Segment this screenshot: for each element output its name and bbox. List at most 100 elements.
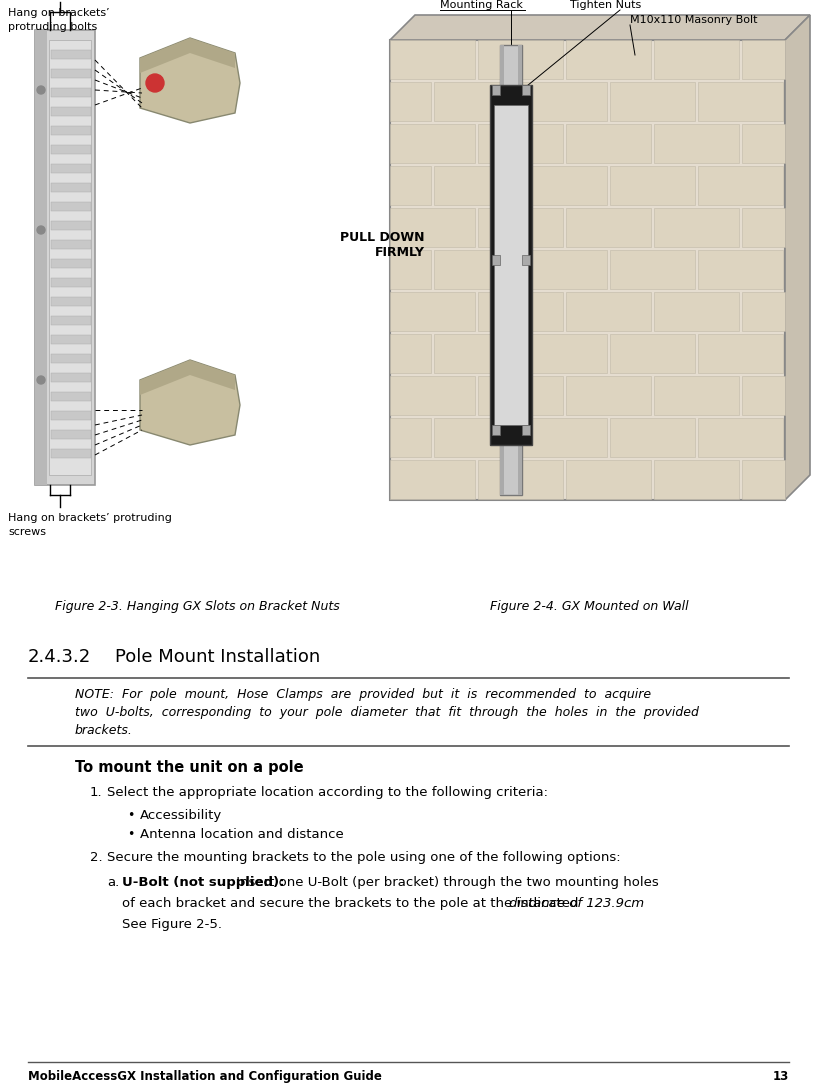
Circle shape — [37, 86, 45, 94]
Bar — [434, 166, 519, 205]
Text: Tighten Nuts: Tighten Nuts — [570, 0, 641, 10]
Bar — [742, 376, 785, 415]
Bar — [390, 292, 475, 331]
Bar — [654, 460, 739, 499]
Bar — [390, 460, 475, 499]
Text: Select the appropriate location according to the following criteria:: Select the appropriate location accordin… — [107, 786, 548, 799]
Bar — [698, 166, 783, 205]
Bar — [51, 183, 91, 192]
Bar — [51, 316, 91, 325]
Bar — [51, 373, 91, 382]
Bar — [35, 30, 95, 485]
Bar — [566, 123, 651, 164]
Bar — [654, 208, 739, 247]
Circle shape — [37, 226, 45, 234]
Bar — [51, 164, 91, 173]
Bar — [390, 208, 475, 247]
Text: of each bracket and secure the brackets to the pole at the indicated: of each bracket and secure the brackets … — [122, 897, 583, 910]
Polygon shape — [140, 360, 240, 445]
Bar — [51, 259, 91, 268]
Text: M10x110 Masonry Bolt: M10x110 Masonry Bolt — [630, 15, 757, 25]
Text: Secure the mounting brackets to the pole using one of the following options:: Secure the mounting brackets to the pole… — [107, 851, 621, 864]
Bar — [434, 418, 519, 457]
Bar — [478, 376, 563, 415]
Bar — [51, 221, 91, 230]
Bar — [390, 376, 475, 415]
Bar — [390, 40, 785, 500]
Bar — [51, 335, 91, 344]
Bar — [522, 166, 607, 205]
Bar — [610, 250, 695, 289]
Bar — [742, 208, 785, 247]
Bar — [434, 250, 519, 289]
Text: 2.: 2. — [90, 851, 103, 864]
Text: protruding bolts: protruding bolts — [8, 22, 97, 32]
Bar — [434, 82, 519, 121]
Bar — [49, 40, 91, 475]
Bar — [610, 334, 695, 373]
Bar — [390, 40, 475, 79]
Bar — [51, 69, 91, 78]
Bar — [500, 45, 522, 495]
Circle shape — [146, 74, 164, 92]
Text: Insert one U-Bolt (per bracket) through the two mounting holes: Insert one U-Bolt (per bracket) through … — [232, 876, 659, 889]
Text: Figure 2-3. Hanging GX Slots on Bracket Nuts: Figure 2-3. Hanging GX Slots on Bracket … — [55, 600, 340, 613]
Bar — [522, 82, 607, 121]
Bar — [478, 208, 563, 247]
Bar — [500, 45, 504, 495]
Bar — [51, 240, 91, 249]
Text: See Figure 2-5.: See Figure 2-5. — [122, 918, 222, 931]
Bar — [522, 425, 530, 435]
Polygon shape — [140, 360, 235, 395]
Bar — [742, 292, 785, 331]
Bar — [490, 84, 532, 445]
Bar — [51, 449, 91, 458]
Text: 2.4.3.2: 2.4.3.2 — [28, 648, 92, 666]
Text: Mounting Rack: Mounting Rack — [440, 0, 523, 10]
Text: To mount the unit on a pole: To mount the unit on a pole — [75, 760, 304, 775]
Bar — [494, 105, 528, 425]
Bar — [478, 292, 563, 331]
Bar — [492, 84, 500, 95]
Text: U-Bolt (not supplied):: U-Bolt (not supplied): — [122, 876, 284, 889]
Text: 13: 13 — [773, 1070, 789, 1083]
Bar — [390, 82, 431, 121]
Text: MobileAccessGX Installation and Configuration Guide: MobileAccessGX Installation and Configur… — [28, 1070, 382, 1083]
Bar — [742, 40, 785, 79]
Text: a.: a. — [107, 876, 119, 889]
Bar — [522, 84, 530, 95]
Polygon shape — [390, 15, 810, 40]
Bar — [654, 123, 739, 164]
Text: two  U-bolts,  corresponding  to  your  pole  diameter  that  fit  through  the : two U-bolts, corresponding to your pole … — [75, 706, 699, 719]
Bar — [566, 460, 651, 499]
Bar — [51, 88, 91, 97]
Bar — [610, 82, 695, 121]
Text: .: . — [628, 897, 632, 910]
Bar — [610, 418, 695, 457]
Polygon shape — [140, 38, 235, 73]
Bar — [522, 418, 607, 457]
Bar — [478, 40, 563, 79]
Bar — [51, 126, 91, 135]
Text: screws: screws — [8, 527, 46, 537]
Polygon shape — [785, 15, 810, 500]
Text: 1.: 1. — [90, 786, 103, 799]
Text: distance of 123.9cm: distance of 123.9cm — [509, 897, 644, 910]
Bar — [522, 255, 530, 265]
Bar — [390, 166, 431, 205]
Bar — [51, 107, 91, 116]
Bar — [478, 123, 563, 164]
Bar — [51, 145, 91, 154]
Bar — [478, 460, 563, 499]
Bar — [390, 123, 475, 164]
Bar — [522, 334, 607, 373]
Bar — [654, 292, 739, 331]
Bar — [390, 418, 431, 457]
Bar — [51, 412, 91, 420]
Text: •: • — [127, 809, 134, 822]
Bar — [492, 255, 500, 265]
Text: NOTE:  For  pole  mount,  Hose  Clamps  are  provided  but  it  is  recommended : NOTE: For pole mount, Hose Clamps are pr… — [75, 688, 651, 701]
Bar — [390, 334, 431, 373]
Bar — [51, 430, 91, 439]
Text: brackets.: brackets. — [75, 725, 133, 738]
